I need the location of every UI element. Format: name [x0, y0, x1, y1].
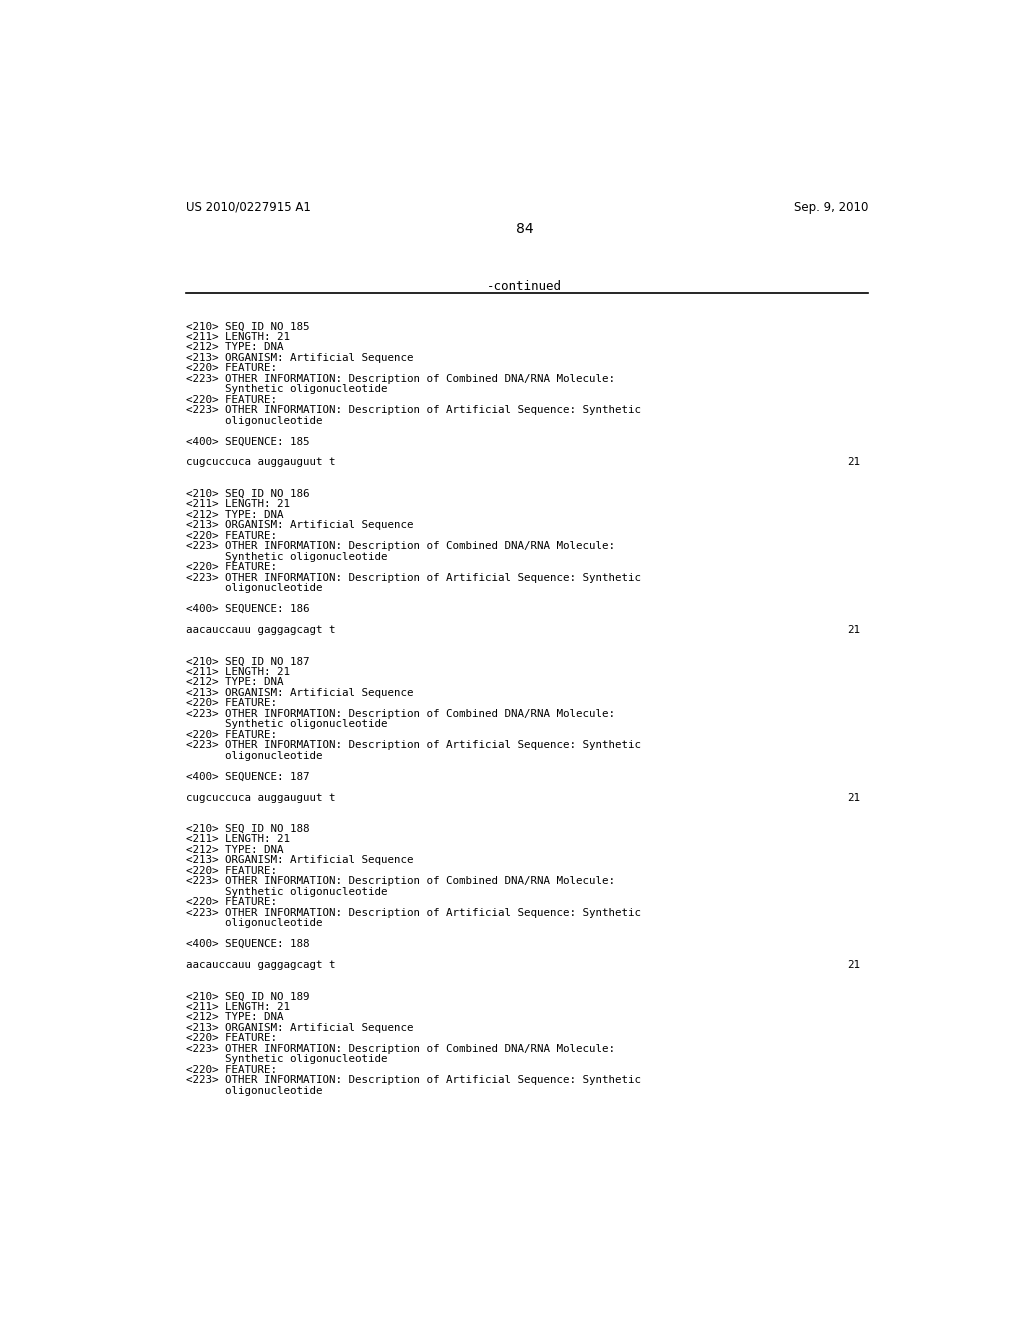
Text: <220> FEATURE:: <220> FEATURE: [186, 363, 278, 374]
Text: cugcuccuca auggauguut t: cugcuccuca auggauguut t [186, 792, 336, 803]
Text: Synthetic oligonucleotide: Synthetic oligonucleotide [186, 384, 388, 395]
Text: <223> OTHER INFORMATION: Description of Combined DNA/RNA Molecule:: <223> OTHER INFORMATION: Description of … [186, 374, 615, 384]
Text: <400> SEQUENCE: 185: <400> SEQUENCE: 185 [186, 437, 309, 446]
Text: <211> LENGTH: 21: <211> LENGTH: 21 [186, 499, 290, 510]
Text: <223> OTHER INFORMATION: Description of Artificial Sequence: Synthetic: <223> OTHER INFORMATION: Description of … [186, 1076, 641, 1085]
Text: US 2010/0227915 A1: US 2010/0227915 A1 [186, 201, 311, 214]
Text: <223> OTHER INFORMATION: Description of Combined DNA/RNA Molecule:: <223> OTHER INFORMATION: Description of … [186, 876, 615, 886]
Text: <220> FEATURE:: <220> FEATURE: [186, 898, 278, 907]
Text: Synthetic oligonucleotide: Synthetic oligonucleotide [186, 552, 388, 562]
Text: -continued: -continued [487, 280, 562, 293]
Text: Sep. 9, 2010: Sep. 9, 2010 [794, 201, 868, 214]
Text: <213> ORGANISM: Artificial Sequence: <213> ORGANISM: Artificial Sequence [186, 688, 414, 698]
Text: <211> LENGTH: 21: <211> LENGTH: 21 [186, 667, 290, 677]
Text: oligonucleotide: oligonucleotide [186, 919, 323, 928]
Text: Synthetic oligonucleotide: Synthetic oligonucleotide [186, 887, 388, 896]
Text: 21: 21 [848, 626, 860, 635]
Text: 84: 84 [516, 222, 534, 235]
Text: <211> LENGTH: 21: <211> LENGTH: 21 [186, 834, 290, 845]
Text: <210> SEQ ID NO 189: <210> SEQ ID NO 189 [186, 991, 309, 1002]
Text: <223> OTHER INFORMATION: Description of Artificial Sequence: Synthetic: <223> OTHER INFORMATION: Description of … [186, 908, 641, 917]
Text: <223> OTHER INFORMATION: Description of Combined DNA/RNA Molecule:: <223> OTHER INFORMATION: Description of … [186, 541, 615, 552]
Text: <220> FEATURE:: <220> FEATURE: [186, 1034, 278, 1043]
Text: <220> FEATURE:: <220> FEATURE: [186, 531, 278, 541]
Text: <223> OTHER INFORMATION: Description of Combined DNA/RNA Molecule:: <223> OTHER INFORMATION: Description of … [186, 709, 615, 719]
Text: <220> FEATURE:: <220> FEATURE: [186, 730, 278, 739]
Text: <213> ORGANISM: Artificial Sequence: <213> ORGANISM: Artificial Sequence [186, 1023, 414, 1034]
Text: <212> TYPE: DNA: <212> TYPE: DNA [186, 1012, 284, 1023]
Text: <210> SEQ ID NO 187: <210> SEQ ID NO 187 [186, 656, 309, 667]
Text: <213> ORGANISM: Artificial Sequence: <213> ORGANISM: Artificial Sequence [186, 855, 414, 866]
Text: <212> TYPE: DNA: <212> TYPE: DNA [186, 845, 284, 855]
Text: 21: 21 [848, 458, 860, 467]
Text: aacauccauu gaggagcagt t: aacauccauu gaggagcagt t [186, 626, 336, 635]
Text: aacauccauu gaggagcagt t: aacauccauu gaggagcagt t [186, 960, 336, 970]
Text: oligonucleotide: oligonucleotide [186, 751, 323, 760]
Text: <223> OTHER INFORMATION: Description of Artificial Sequence: Synthetic: <223> OTHER INFORMATION: Description of … [186, 573, 641, 582]
Text: <213> ORGANISM: Artificial Sequence: <213> ORGANISM: Artificial Sequence [186, 352, 414, 363]
Text: <210> SEQ ID NO 185: <210> SEQ ID NO 185 [186, 321, 309, 331]
Text: <211> LENGTH: 21: <211> LENGTH: 21 [186, 1002, 290, 1012]
Text: Synthetic oligonucleotide: Synthetic oligonucleotide [186, 1055, 388, 1064]
Text: <223> OTHER INFORMATION: Description of Combined DNA/RNA Molecule:: <223> OTHER INFORMATION: Description of … [186, 1044, 615, 1053]
Text: oligonucleotide: oligonucleotide [186, 583, 323, 593]
Text: <400> SEQUENCE: 188: <400> SEQUENCE: 188 [186, 940, 309, 949]
Text: Synthetic oligonucleotide: Synthetic oligonucleotide [186, 719, 388, 729]
Text: <211> LENGTH: 21: <211> LENGTH: 21 [186, 331, 290, 342]
Text: oligonucleotide: oligonucleotide [186, 1086, 323, 1096]
Text: <212> TYPE: DNA: <212> TYPE: DNA [186, 677, 284, 688]
Text: cugcuccuca auggauguut t: cugcuccuca auggauguut t [186, 458, 336, 467]
Text: <212> TYPE: DNA: <212> TYPE: DNA [186, 510, 284, 520]
Text: <400> SEQUENCE: 187: <400> SEQUENCE: 187 [186, 772, 309, 781]
Text: <220> FEATURE:: <220> FEATURE: [186, 562, 278, 572]
Text: <213> ORGANISM: Artificial Sequence: <213> ORGANISM: Artificial Sequence [186, 520, 414, 531]
Text: <223> OTHER INFORMATION: Description of Artificial Sequence: Synthetic: <223> OTHER INFORMATION: Description of … [186, 741, 641, 750]
Text: <212> TYPE: DNA: <212> TYPE: DNA [186, 342, 284, 352]
Text: <210> SEQ ID NO 188: <210> SEQ ID NO 188 [186, 824, 309, 834]
Text: <220> FEATURE:: <220> FEATURE: [186, 1065, 278, 1074]
Text: <220> FEATURE:: <220> FEATURE: [186, 395, 278, 405]
Text: <210> SEQ ID NO 186: <210> SEQ ID NO 186 [186, 488, 309, 499]
Text: 21: 21 [848, 960, 860, 970]
Text: <220> FEATURE:: <220> FEATURE: [186, 698, 278, 709]
Text: <400> SEQUENCE: 186: <400> SEQUENCE: 186 [186, 605, 309, 614]
Text: oligonucleotide: oligonucleotide [186, 416, 323, 425]
Text: <220> FEATURE:: <220> FEATURE: [186, 866, 278, 876]
Text: 21: 21 [848, 792, 860, 803]
Text: <223> OTHER INFORMATION: Description of Artificial Sequence: Synthetic: <223> OTHER INFORMATION: Description of … [186, 405, 641, 414]
